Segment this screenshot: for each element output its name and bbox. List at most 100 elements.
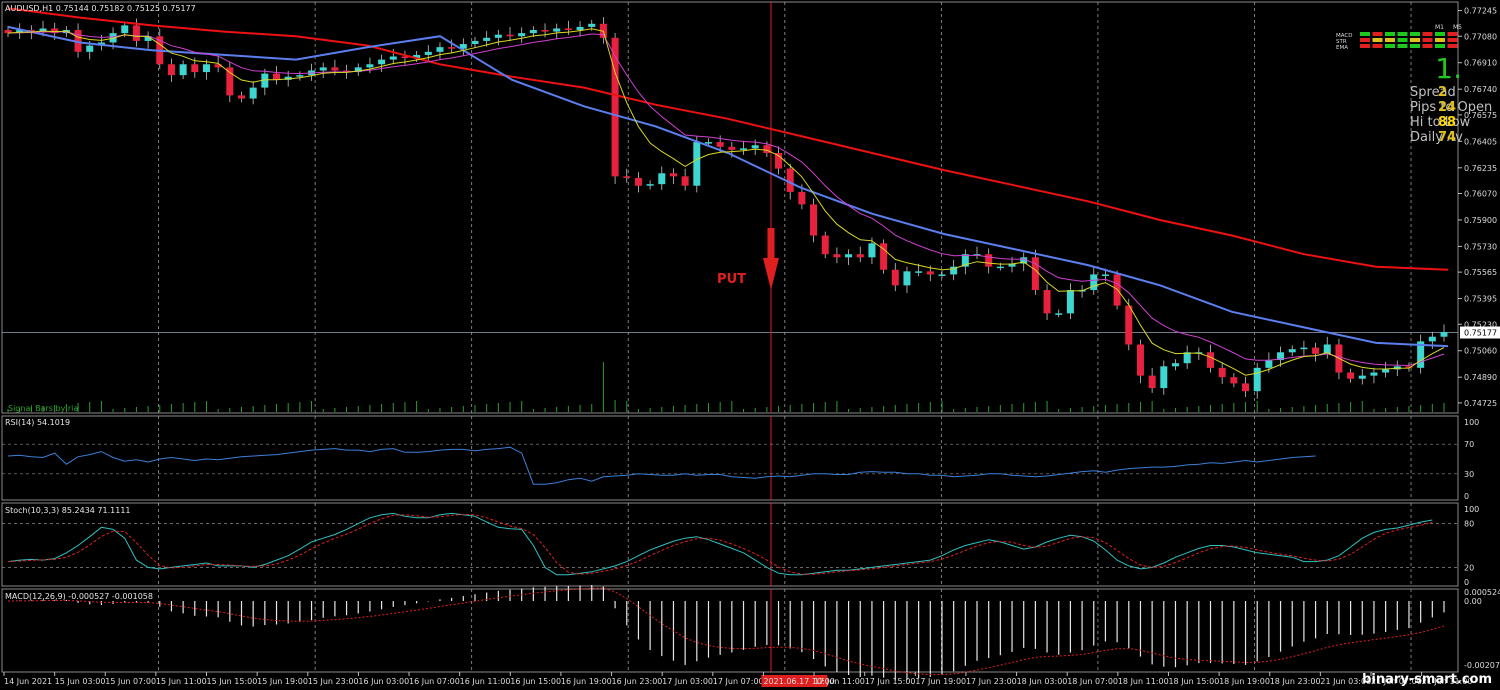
candle-body-84 — [985, 254, 993, 267]
mini-stat-label-0: Spread — [1410, 85, 1456, 100]
candle-body-72 — [845, 254, 853, 258]
candle-body-78 — [915, 271, 923, 273]
candle-body-50 — [588, 23, 596, 27]
candle-body-90 — [1055, 313, 1063, 315]
candle-body-4 — [51, 28, 59, 34]
time-label-25: 18 Jun 23:00 — [1270, 677, 1321, 686]
mini-cell-1-5 — [1422, 38, 1433, 42]
candle-body-69 — [810, 204, 818, 236]
candle-body-46 — [541, 30, 549, 32]
rsi-tick-2: 30 — [1464, 470, 1474, 479]
rsi-tick-3: 0 — [1464, 492, 1469, 501]
candle-body-87 — [1020, 257, 1028, 264]
time-label-18: 17 Jun 19:00 — [915, 677, 966, 686]
macd-panel — [7, 584, 1445, 681]
candle-body-110 — [1288, 349, 1296, 353]
candle-body-66 — [775, 153, 783, 169]
candle-body-48 — [564, 28, 572, 31]
price-tick-label-12: 0.75230 — [1464, 320, 1497, 329]
mini-cell-0-1 — [1372, 32, 1383, 36]
time-label-10: 16 Jun 15:00 — [510, 677, 561, 686]
time-label-23: 18 Jun 15:00 — [1168, 677, 1219, 686]
symbol-header: AUDUSD,H1 0.75144 0.75182 0.75125 0.7517… — [5, 4, 196, 13]
candle-body-97 — [1136, 344, 1144, 376]
mini-row-label-0: MACD — [1336, 33, 1353, 39]
candle-body-35 — [413, 54, 421, 59]
candle-body-106 — [1242, 383, 1250, 392]
candle-body-103 — [1207, 352, 1215, 368]
candle-body-58 — [681, 176, 689, 186]
panel-frame-2 — [1, 502, 1459, 587]
time-label-24: 18 Jun 19:00 — [1219, 677, 1270, 686]
candle-body-115 — [1347, 372, 1355, 379]
current-price-label: 0.75177 — [1464, 329, 1497, 338]
candle-body-56 — [658, 173, 666, 185]
mini-stat-value-2: 88 — [1438, 115, 1456, 130]
macd-tick-0: 0.000524 — [1464, 588, 1500, 597]
candle-body-31 — [366, 64, 374, 68]
mini-timeframe-0: M1 — [1435, 24, 1444, 31]
mini-cell-0-5 — [1422, 32, 1433, 36]
signal-bars-label: Signal Bars by ria — [8, 404, 78, 413]
mini-cell-1-6 — [1435, 38, 1445, 42]
put-signal-label: PUT — [717, 272, 746, 287]
ema-fast-magenta-line — [7, 31, 1445, 367]
candle-body-104 — [1218, 367, 1226, 378]
candle-body-39 — [459, 44, 467, 49]
macd-tick-1: 0.00 — [1464, 597, 1482, 606]
signal-marker: PUT — [717, 228, 779, 290]
candle-body-123 — [1440, 332, 1448, 337]
candle-body-93 — [1090, 274, 1098, 291]
candle-body-117 — [1370, 372, 1378, 376]
put-arrow-shaft — [767, 228, 775, 258]
time-label-3: 15 Jun 11:00 — [156, 677, 207, 686]
candle-body-122 — [1428, 336, 1436, 342]
stochastic-panel — [2, 512, 1458, 576]
price-tick-label-7: 0.76070 — [1464, 189, 1497, 198]
candle-body-30 — [354, 67, 362, 73]
candle-body-19 — [226, 67, 234, 96]
time-label-28: 21 Jun 11:00 — [1422, 677, 1473, 686]
watermark: binary-smart.com — [1362, 672, 1492, 687]
candle-body-109 — [1277, 352, 1285, 361]
time-label-16: 17 Jun 11:00 — [814, 677, 865, 686]
mini-cell-0-3 — [1397, 32, 1408, 36]
candle-body-77 — [903, 271, 911, 286]
mini-cell-2-6 — [1435, 44, 1445, 48]
candle-body-74 — [868, 243, 876, 258]
candle-body-6 — [74, 30, 82, 52]
candle-body-38 — [448, 47, 456, 49]
mini-cell-0-2 — [1385, 32, 1395, 36]
candle-body-88 — [1031, 257, 1039, 291]
mini-stat-value-3: 74 — [1438, 130, 1456, 145]
mini-timeframe-1: M5 — [1453, 24, 1462, 31]
candle-body-98 — [1148, 375, 1156, 389]
candle-body-12 — [144, 36, 152, 41]
candle-body-79 — [926, 271, 934, 275]
mini-cell-0-7 — [1447, 32, 1458, 36]
mini-cell-1-4 — [1410, 38, 1420, 42]
candle-body-36 — [424, 51, 432, 55]
candle-body-81 — [950, 266, 958, 275]
candle-body-61 — [716, 142, 724, 147]
candle-body-57 — [669, 173, 677, 177]
mini-cell-1-0 — [1360, 38, 1370, 42]
mini-row-label-2: EMA — [1336, 45, 1348, 51]
mini-cell-1-1 — [1372, 38, 1383, 42]
candle-body-68 — [798, 191, 806, 205]
stoch-label: Stoch(10,3,3) 85.2434 71.1111 — [5, 506, 131, 515]
candle-body-33 — [389, 56, 397, 60]
time-label-8: 16 Jun 07:00 — [409, 677, 460, 686]
rsi-panel — [2, 443, 1458, 485]
candle-body-54 — [634, 177, 642, 186]
ema-mid-line — [7, 25, 1449, 348]
candle-body-1 — [16, 30, 24, 34]
price-tick-label-1: 0.77080 — [1464, 32, 1497, 41]
price-tick-label-3: 0.76740 — [1464, 85, 1497, 94]
mini-stat-value-1: 24 — [1438, 100, 1456, 115]
mini-cell-2-3 — [1397, 44, 1408, 48]
candle-body-91 — [1066, 290, 1074, 314]
candle-body-99 — [1160, 366, 1168, 389]
